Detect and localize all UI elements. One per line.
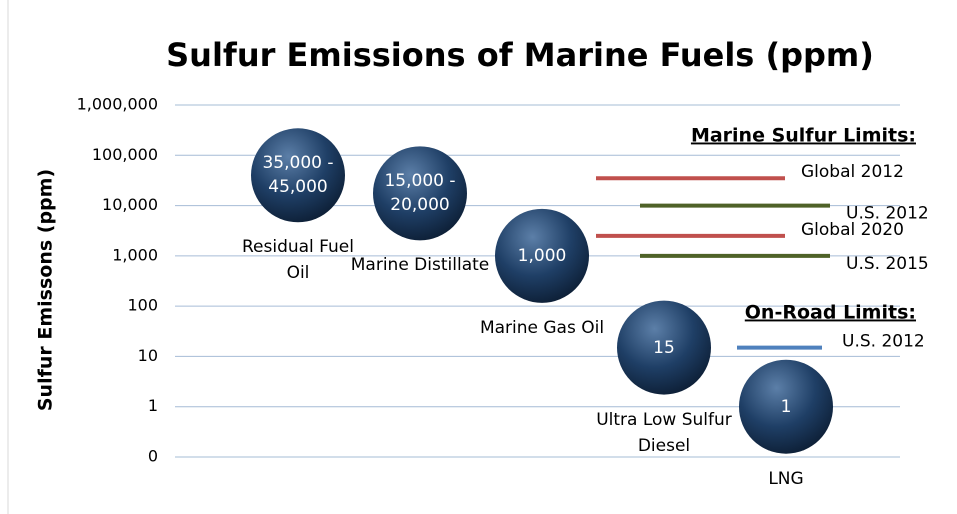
- y-tick-label: 0: [148, 447, 158, 466]
- bubble-label: 15: [653, 337, 675, 358]
- category-label: Marine Distillate: [350, 255, 490, 276]
- y-tick-label: 100: [127, 296, 158, 315]
- category-label: Residual Fuel Oil: [241, 237, 354, 284]
- bubble: [739, 359, 833, 454]
- y-tick-label: 10,000: [102, 195, 158, 214]
- chart-title: Sulfur Emissions of Marine Fuels (ppm): [166, 36, 874, 74]
- category-label: LNG: [768, 468, 804, 489]
- y-tick-label: 10: [138, 346, 158, 365]
- limit-label: U.S. 2012: [846, 204, 929, 224]
- y-axis-label: Sulfur Emissons (ppm): [35, 169, 57, 411]
- limit-label: Global 2012: [801, 162, 904, 182]
- bubble: [251, 128, 345, 223]
- bubble-label: 1,000: [517, 245, 567, 266]
- limit-group-title: Marine Sulfur Limits:: [691, 125, 916, 147]
- bubble: [617, 300, 711, 395]
- y-tick-label: 1: [148, 396, 158, 415]
- bubble-label: 35,000 - 45,000: [262, 153, 334, 198]
- y-tick-label: 1,000: [112, 245, 158, 264]
- limit-label: Global 2020: [801, 220, 904, 240]
- bubble-label: 15,000 - 20,000: [384, 171, 456, 216]
- bubble: [373, 146, 467, 241]
- bubble: [495, 208, 589, 303]
- y-tick-label: 100,000: [92, 145, 158, 164]
- limit-label: U.S. 2012: [842, 332, 925, 352]
- limit-label: U.S. 2015: [846, 254, 929, 274]
- y-tick-label: 1,000,000: [77, 95, 158, 114]
- category-label: Ultra Low Sulfur Diesel: [596, 409, 732, 456]
- bubble-label: 1: [780, 396, 792, 417]
- limit-group-title: On-Road Limits:: [745, 302, 916, 324]
- category-label: Marine Gas Oil: [479, 317, 605, 338]
